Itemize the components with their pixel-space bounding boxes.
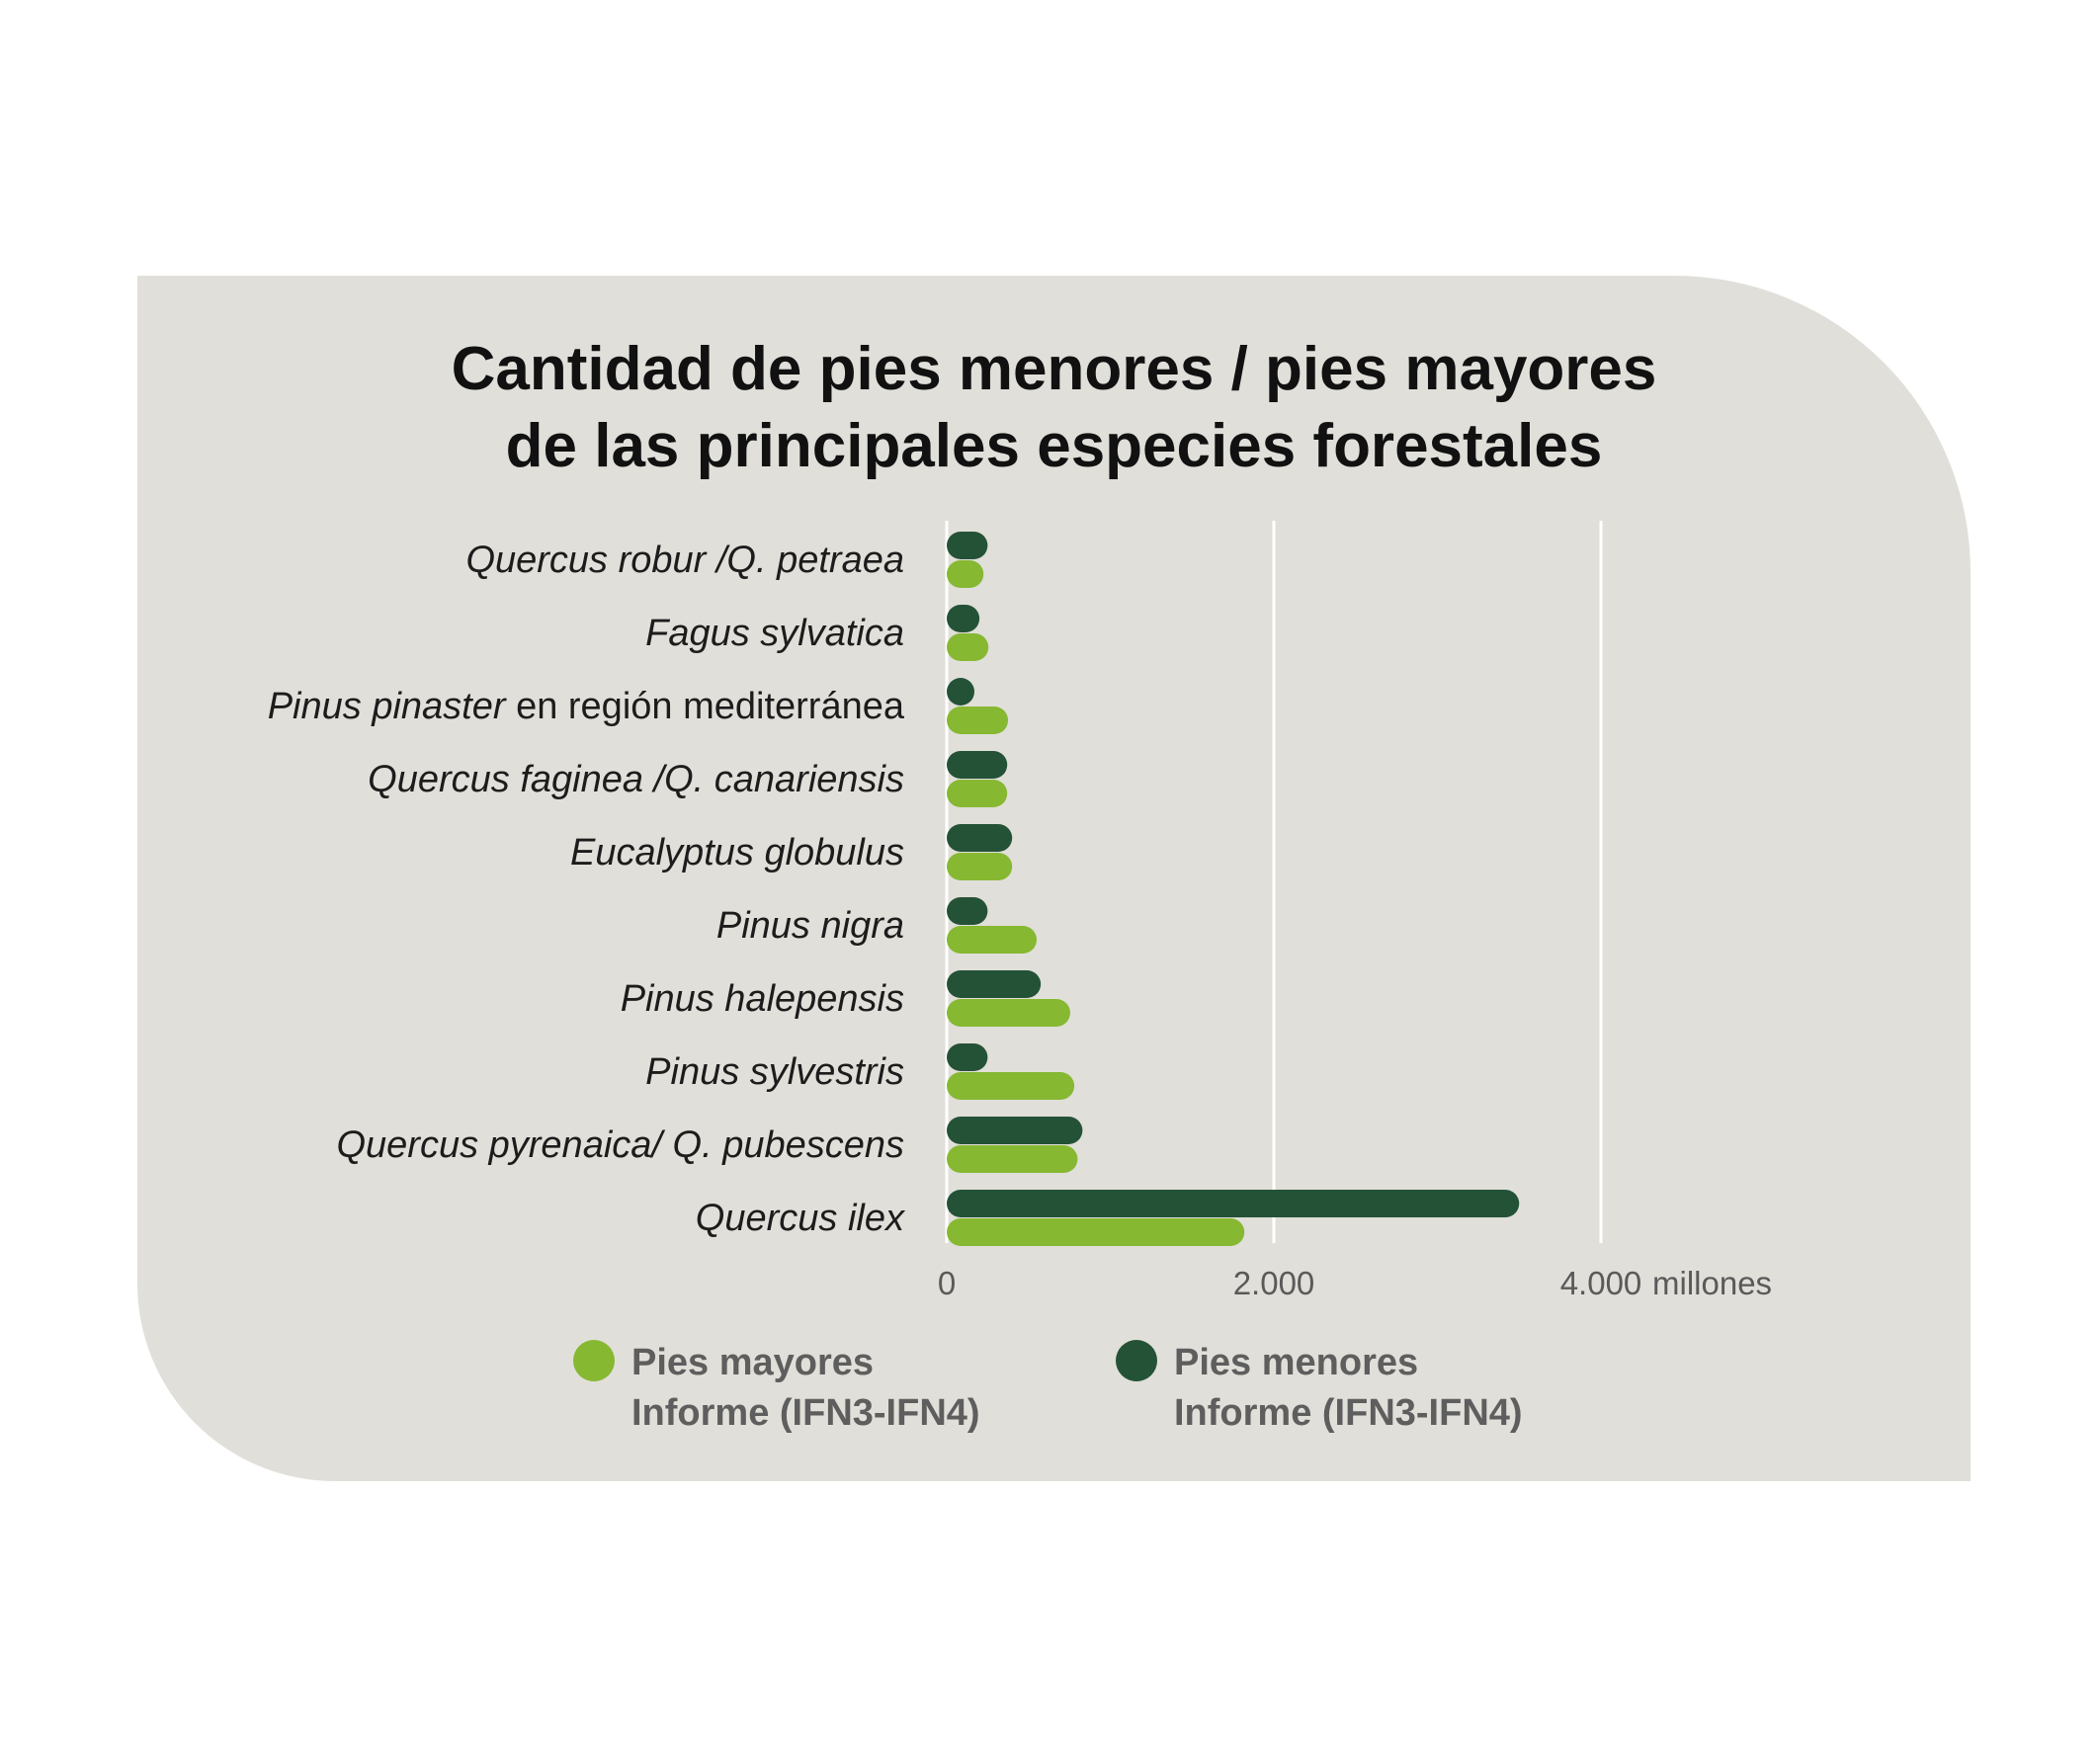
legend-sublabel-pies-menores: Informe (IFN3-IFN4) (1174, 1392, 1523, 1434)
legend-swatch-pies-mayores (573, 1340, 615, 1381)
bars (947, 532, 1520, 1246)
bar-pies-menores-6 (947, 970, 1042, 998)
bar-pies-mayores-0 (947, 560, 984, 588)
bar-pies-menores-3 (947, 751, 1008, 779)
bar-pies-menores-2 (947, 678, 974, 706)
bar-pies-mayores-2 (947, 707, 1009, 734)
category-label-9: Quercus ilex (696, 1198, 906, 1239)
bar-pies-menores-9 (947, 1190, 1520, 1217)
legend-swatch-pies-menores (1116, 1340, 1157, 1381)
bar-pies-menores-7 (947, 1043, 988, 1071)
bar-pies-mayores-7 (947, 1072, 1075, 1100)
x-tick-label-0: 0 (938, 1265, 956, 1301)
x-tick-label-1: 2.000 (1233, 1265, 1315, 1301)
bar-pies-mayores-3 (947, 780, 1008, 807)
bar-pies-menores-0 (947, 532, 988, 559)
x-tick-label-2: 4.000 (1560, 1265, 1642, 1301)
x-axis-ticks: 0 2.000 4.000 millones (938, 1265, 1772, 1301)
chart-title-line-2: de las principales especies forestales (505, 412, 1603, 480)
chart-title-line-1: Cantidad de pies menores / pies mayores (451, 335, 1657, 403)
category-label-7: Pinus sylvestris (645, 1051, 904, 1093)
gridlines (945, 521, 1603, 1243)
bar-pies-mayores-4 (947, 853, 1013, 880)
category-labels: Quercus robur /Q. petraea Fagus sylvatica… (268, 540, 906, 1239)
category-label-4: Eucalyptus globulus (570, 832, 904, 874)
bar-pies-menores-5 (947, 897, 988, 925)
category-label-0: Quercus robur /Q. petraea (465, 540, 904, 581)
category-label-5: Pinus nigra (716, 905, 904, 947)
chart-card (137, 276, 1971, 1481)
bar-pies-menores-8 (947, 1117, 1083, 1144)
bar-pies-mayores-5 (947, 926, 1038, 954)
category-label-8: Quercus pyrenaica/ Q. pubescens (336, 1124, 904, 1166)
legend-label-pies-menores: Pies menores (1174, 1342, 1418, 1383)
bar-pies-menores-4 (947, 824, 1013, 852)
category-label-6: Pinus halepensis (621, 978, 904, 1020)
bar-pies-menores-1 (947, 605, 980, 632)
chart-title: Cantidad de pies menores / pies mayores … (137, 331, 1971, 485)
legend-sublabel-pies-mayores: Informe (IFN3-IFN4) (631, 1392, 980, 1434)
category-label-3: Quercus faginea /Q. canariensis (368, 759, 904, 800)
bar-pies-mayores-9 (947, 1218, 1245, 1246)
bar-pies-mayores-6 (947, 999, 1070, 1027)
category-label-1: Fagus sylvatica (645, 613, 904, 654)
category-label-2: Pinus pinaster en región mediterránea (268, 686, 905, 727)
legend-label-pies-mayores: Pies mayores (631, 1342, 874, 1383)
legend: Pies mayores Informe (IFN3-IFN4) Pies meno… (573, 1340, 1523, 1434)
bar-pies-mayores-8 (947, 1145, 1078, 1173)
x-axis-unit-label: millones (1652, 1265, 1772, 1301)
bar-pies-mayores-1 (947, 633, 989, 661)
